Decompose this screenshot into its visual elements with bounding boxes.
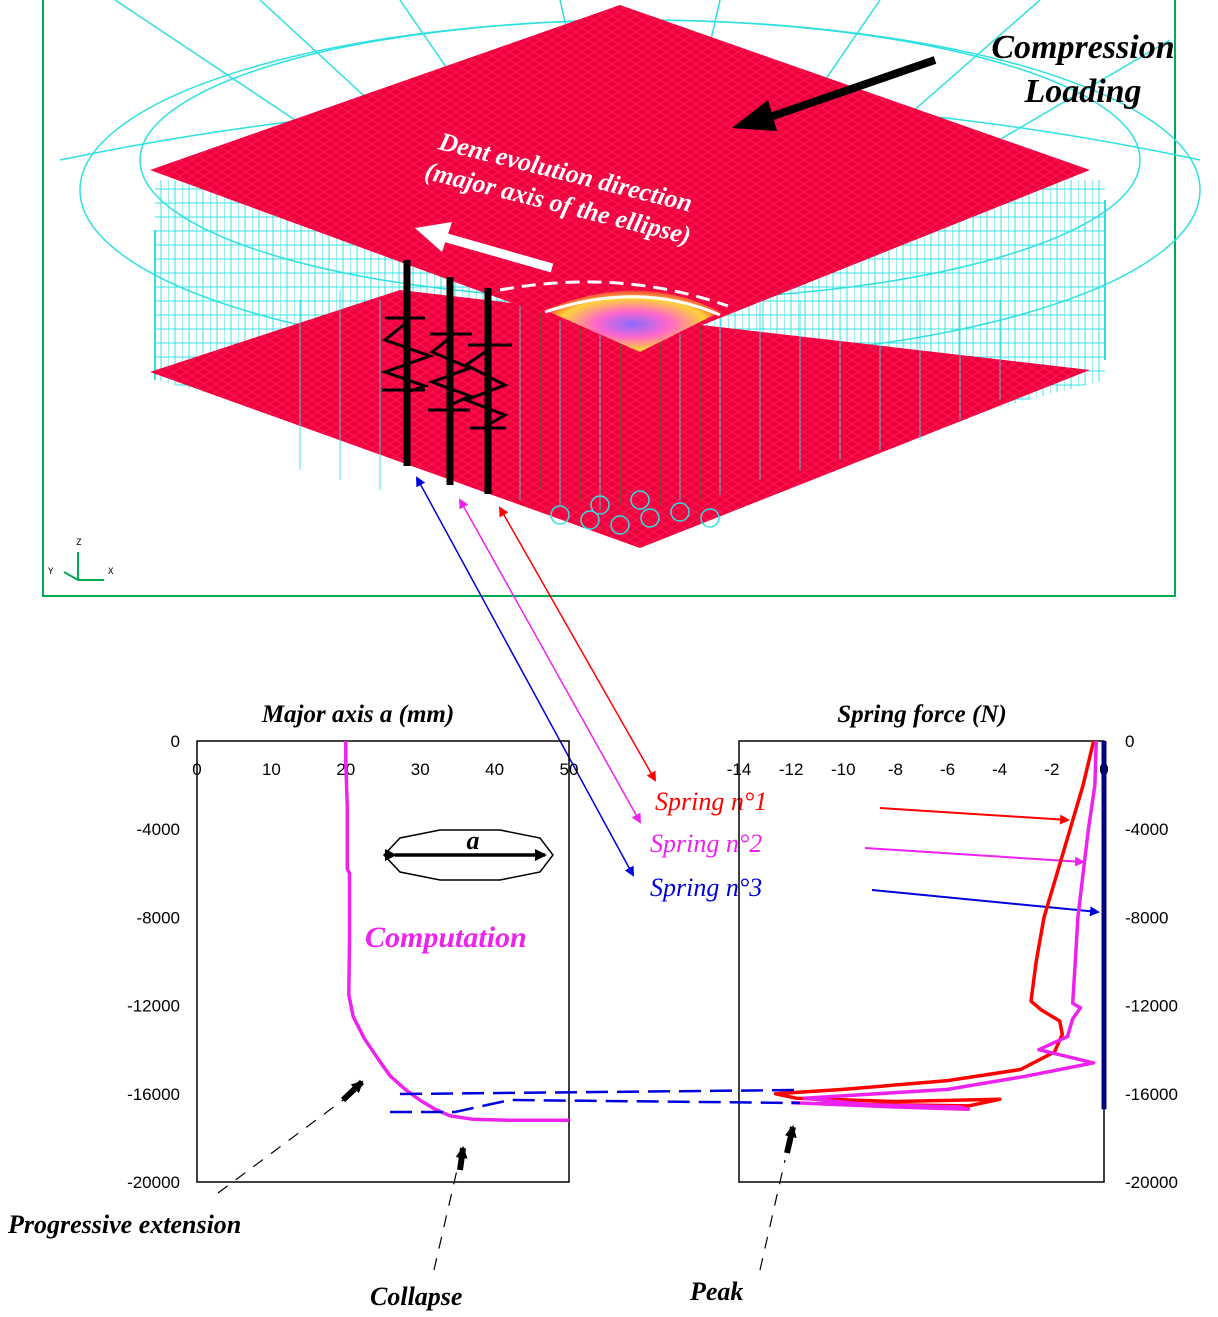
axis-x-label: X	[108, 567, 114, 577]
chart2-series-line-2	[791, 740, 1098, 1111]
chart2-x-tick-label: -14	[727, 760, 752, 779]
chart1-y-tick-label: -16000	[127, 1085, 180, 1104]
chart2-x-tick-label: -12	[779, 760, 804, 779]
spring-3-symbol	[380, 260, 435, 466]
spring-1-symbol	[461, 288, 512, 494]
computation-label: Computation	[365, 921, 527, 954]
ellipse-axis-label: a	[467, 826, 480, 855]
chart2-y-tick-label: -4000	[1125, 820, 1168, 839]
chart1-plot-area	[196, 740, 570, 1183]
dent-ellipse-dashed	[499, 280, 729, 308]
chart1-x-tick-label: 50	[560, 760, 579, 779]
chart2-x-tick-label: -6	[940, 760, 955, 779]
chart2-x-tick-label: -4	[992, 760, 1007, 779]
axis-y-label: Y	[48, 567, 54, 577]
chart2-plot-area	[738, 740, 1105, 1183]
spring-3-label: Spring n°3	[650, 873, 762, 902]
chart-major-axis: Major axis a (mm) 0 10 20 30 40 50 0-4000-800…	[127, 701, 579, 1271]
spring-3-pointer	[871, 889, 1100, 917]
chart1-y-tick-label: -12000	[127, 997, 180, 1016]
chart2-y-tick-label: -12000	[1125, 997, 1178, 1016]
chart2-x-tick-label: -10	[831, 760, 856, 779]
chart1-y-tick-label: -20000	[127, 1173, 180, 1192]
spring-link-arrows	[416, 476, 656, 877]
dent-region	[545, 290, 720, 352]
chart1-series-line-1	[344, 741, 569, 1123]
dent-ellipse-solid	[544, 295, 721, 317]
collapse-link-lines	[390, 1088, 801, 1114]
compression-label-1: Compression	[991, 29, 1174, 66]
chart-spring-force: Spring force (N) -14 -12 -10 -8 -6 -4 -2 0 0-40…	[727, 701, 1178, 1271]
spring-1-label: Spring n°1	[655, 787, 767, 816]
chart2-series-line-1	[773, 740, 1096, 1108]
peak-label: Peak	[689, 1277, 743, 1306]
chart1-x-tick-label: 30	[411, 760, 430, 779]
spring-1-pointer	[879, 807, 1070, 825]
chart1-x-tick-label: 40	[485, 760, 504, 779]
chart1-y-tick-label: -4000	[137, 820, 180, 839]
progressive-extension-label: Progressive extension	[7, 1210, 241, 1239]
spring-2-symbol	[427, 277, 475, 485]
chart1-x-tick-label: 10	[262, 760, 281, 779]
link-arrow-spring-3	[416, 476, 634, 877]
chart2-y-tick-label: -20000	[1125, 1173, 1178, 1192]
chart2-y-tick-label: 0	[1125, 732, 1134, 751]
link-arrow-spring-1	[499, 506, 656, 782]
chart1-x-tick-label: 0	[192, 760, 201, 779]
dent-direction-arrow	[438, 231, 554, 273]
spring-2-pointer	[864, 847, 1085, 867]
chart2-y-tick-label: -8000	[1125, 908, 1168, 927]
chart2-y-tick-label: -16000	[1125, 1085, 1178, 1104]
spring-2-label: Spring n°2	[650, 829, 762, 858]
compression-arrow	[768, 56, 937, 121]
chart1-y-tick-label: -8000	[137, 908, 180, 927]
ellipse-inset: a	[382, 826, 554, 881]
chart2-x-tick-label: -8	[888, 760, 903, 779]
chart2-title: Spring force (N)	[837, 701, 1006, 728]
chart1-y-tick-label: 0	[171, 732, 180, 751]
compression-label-2: Loading	[1023, 73, 1141, 110]
collapse-label: Collapse	[370, 1282, 462, 1311]
axis-z-label: Z	[76, 538, 82, 548]
fe-view: Compression Loading Dent evolution direc…	[42, 0, 1201, 597]
axis-triad-icon	[63, 552, 104, 581]
chart2-x-tick-label: -2	[1044, 760, 1059, 779]
chart1-title: Major axis a (mm)	[261, 701, 454, 728]
